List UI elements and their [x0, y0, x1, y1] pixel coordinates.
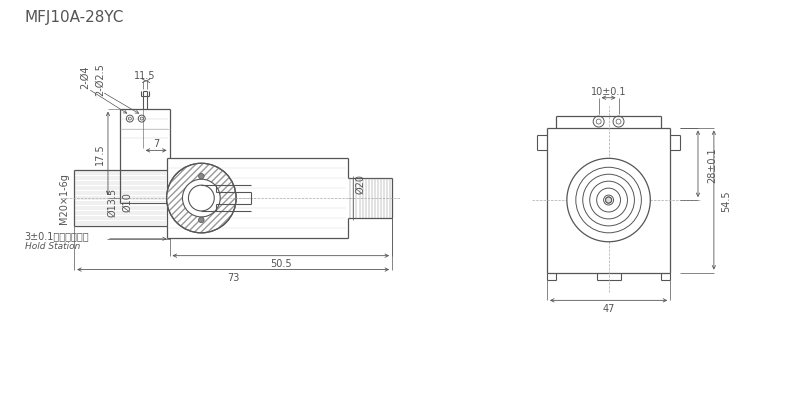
Circle shape — [198, 174, 204, 180]
Text: 28±0.1: 28±0.1 — [707, 147, 717, 182]
Text: 10±0.1: 10±0.1 — [591, 87, 626, 97]
Text: 7: 7 — [153, 139, 159, 149]
Circle shape — [604, 196, 614, 206]
Circle shape — [606, 197, 611, 204]
Circle shape — [590, 182, 627, 219]
Text: Ø20: Ø20 — [355, 174, 366, 194]
Text: 54.5: 54.5 — [721, 190, 730, 211]
Circle shape — [189, 186, 214, 211]
Text: M20×1-6g: M20×1-6g — [59, 173, 70, 224]
Text: Ø10: Ø10 — [123, 192, 133, 211]
Text: Hold Station: Hold Station — [25, 242, 80, 251]
Circle shape — [606, 197, 611, 204]
Text: 17.5: 17.5 — [95, 143, 105, 165]
Circle shape — [182, 180, 220, 217]
Circle shape — [567, 159, 650, 242]
Text: 50.5: 50.5 — [270, 258, 292, 268]
Text: 3±0.1（吸合位置）: 3±0.1（吸合位置） — [25, 230, 89, 240]
Text: 2-Ø2.5: 2-Ø2.5 — [95, 63, 105, 96]
Text: 11.5: 11.5 — [134, 71, 155, 81]
Text: MFJ10A-28YC: MFJ10A-28YC — [25, 10, 124, 25]
Text: Ø13.5: Ø13.5 — [107, 187, 117, 216]
Circle shape — [582, 175, 634, 226]
Circle shape — [198, 218, 204, 223]
Text: 47: 47 — [602, 304, 614, 313]
Circle shape — [166, 164, 236, 233]
Text: 73: 73 — [227, 272, 239, 282]
Text: 2-Ø4: 2-Ø4 — [80, 65, 90, 88]
Circle shape — [597, 189, 621, 212]
Circle shape — [576, 168, 642, 233]
